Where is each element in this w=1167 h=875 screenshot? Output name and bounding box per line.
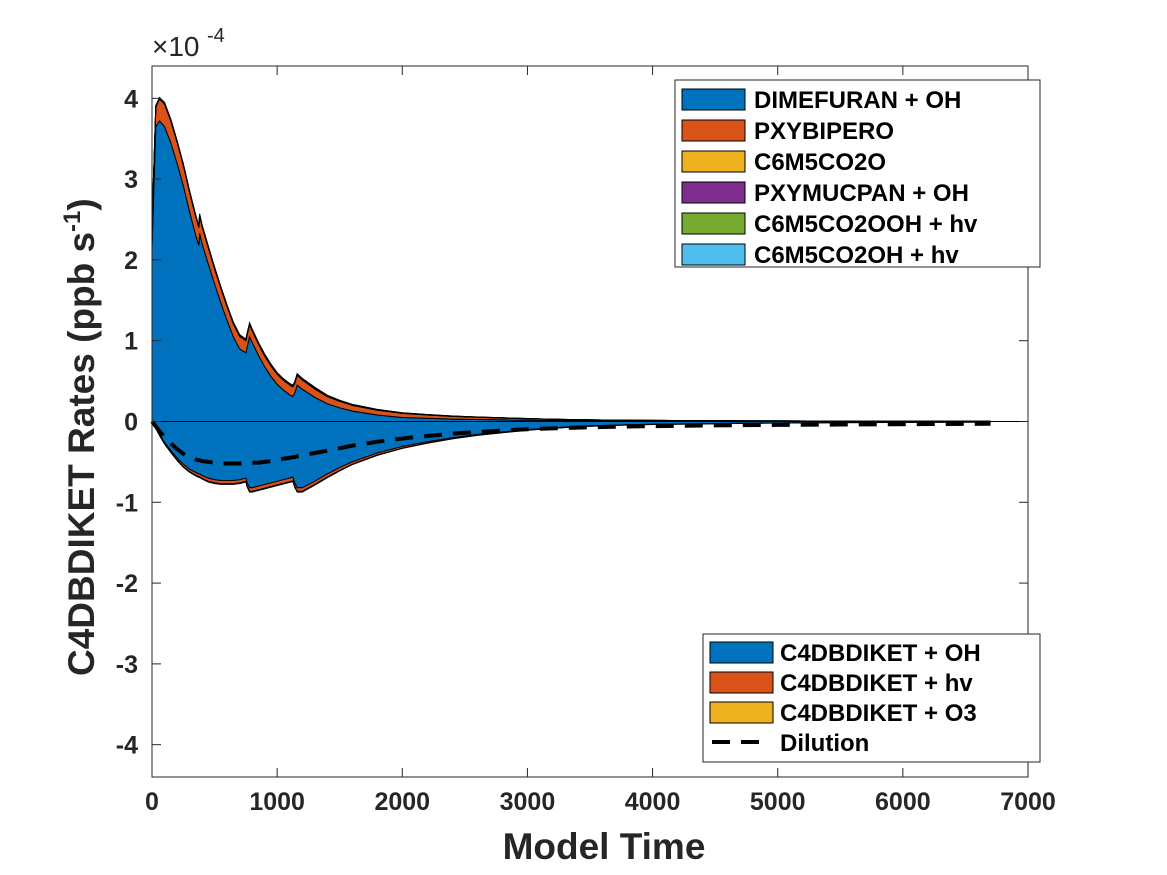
y-tick-label: 2 [124,247,138,275]
legend-label-c6m5co2o: C6M5CO2O [754,149,886,176]
y-tick-label: 3 [124,166,138,194]
x-tick-label: 4000 [625,788,681,816]
legend-swatch-c4dbdiket-o3 [709,701,774,724]
y-axis-label-superscript: -1 [59,211,86,232]
axis-multiplier: ×10 -4 [152,25,225,62]
legend-label-dilution: Dilution [780,730,869,757]
y-tick-label: 0 [124,409,138,437]
y-axis-label-main: C4DBDIKET Rates (ppb s [61,232,102,676]
legend-label-c6m5co2oh-hv: C6M5CO2OH + hv [754,242,959,269]
y-axis-label-group: C4DBDIKET Rates (ppb s-1) [59,198,102,676]
x-tick-label: 5000 [750,788,806,816]
y-axis-label-close: ) [61,198,102,210]
positive-area-c6m5co2oh-hv [151,96,991,422]
x-tick-label: 2000 [374,788,430,816]
x-axis-label: Model Time [503,826,706,867]
dilution-line [150,420,991,466]
y-tick-label: 4 [124,85,138,113]
legend-swatch-c4dbdiket-oh [709,641,774,664]
legend-label-c4dbdiket-hv: C4DBDIKET + hv [780,670,973,697]
y-tick-label: -1 [116,489,138,517]
legend-positive-box [674,79,1041,268]
x-tick-label: 6000 [875,788,931,816]
y-tick-label: -3 [116,651,138,679]
y-axis-label: C4DBDIKET Rates (ppb s-1) [59,198,102,676]
legend-label-dimefuran-oh: DIMEFURAN + OH [754,87,961,114]
x-tick-label: 7000 [1000,788,1056,816]
legend-swatch-c4dbdiket-hv [709,671,774,694]
legend-swatch-pxymucpan-oh [681,181,746,204]
legend-swatch-pxybipero [681,119,746,142]
legend-positive: DIMEFURAN + OH PXYBIPERO C6M5CO2O PXYMUCPAN… [674,79,1041,269]
x-tick-label: 0 [145,788,159,816]
y-tick-label: -2 [116,570,138,598]
legend-label-pxybipero: PXYBIPERO [754,118,894,145]
legend-swatch-c6m5co2ooh-hv [681,212,746,235]
legend-swatch-c6m5co2oh-hv [681,243,746,266]
legend-label-c4dbdiket-oh: C4DBDIKET + OH [780,640,981,667]
y-tick-label: -4 [116,732,138,760]
x-ticks: 0 1000 2000 3000 4000 5000 6000 7000 [145,66,1056,816]
legend-swatch-dimefuran-oh [681,88,746,111]
x-tick-label: 3000 [500,788,556,816]
legend-swatch-c6m5co2o [681,150,746,173]
axis-multiplier-base: ×10 [152,31,200,62]
legend-label-c6m5co2ooh-hv: C6M5CO2OOH + hv [754,211,978,238]
y-ticks: 4 3 2 1 0 -1 -2 -3 -4 [116,85,1028,760]
axis-multiplier-exponent: -4 [207,25,225,47]
legend-label-c4dbdiket-o3: C4DBDIKET + O3 [780,700,977,727]
legend-label-pxymucpan-oh: PXYMUCPAN + OH [754,180,969,207]
x-tick-label: 1000 [249,788,305,816]
y-tick-label: 1 [124,328,138,356]
negative-area-c4dbdiket-o3 [151,421,991,493]
legend-negative: C4DBDIKET + OH C4DBDIKET + hv C4DBDIKET + … [702,633,1041,763]
